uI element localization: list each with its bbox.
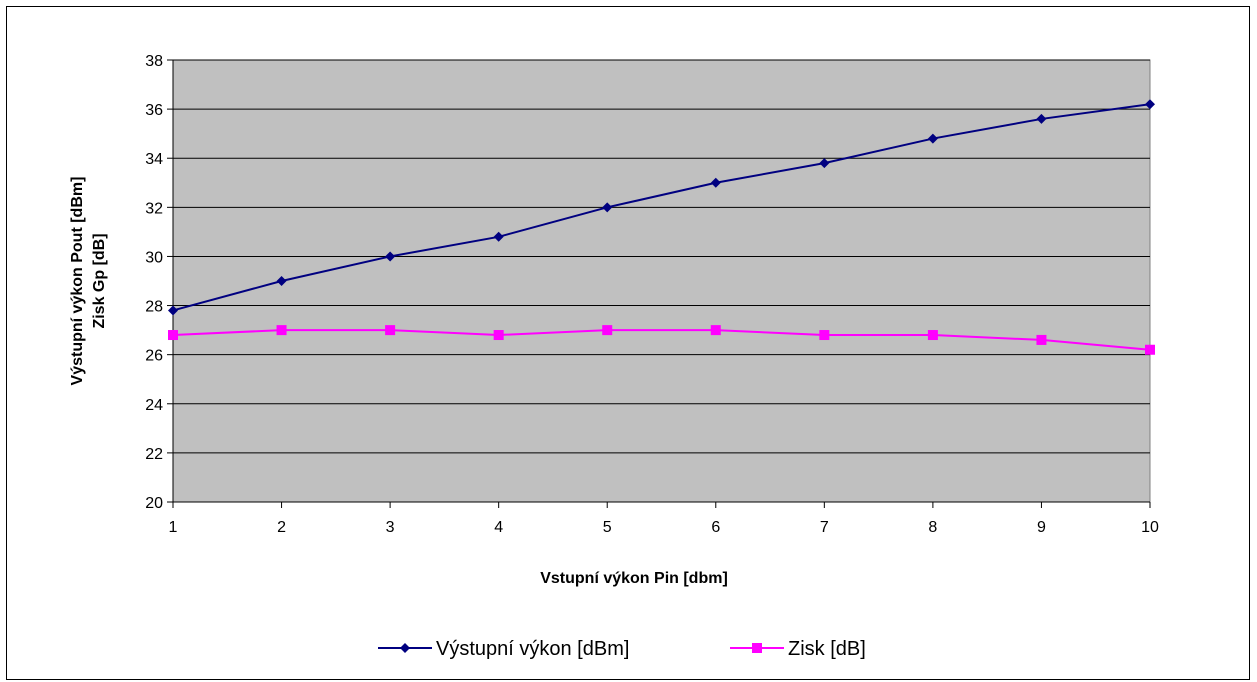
data-point-square — [1145, 344, 1155, 355]
legend-item-gain: Zisk [dB] — [730, 638, 866, 660]
x-tick-label: 7 — [820, 519, 829, 536]
data-point-diamond — [710, 177, 721, 188]
data-point-diamond — [385, 251, 396, 262]
y-tick-label: 28 — [145, 299, 163, 316]
data-point-diamond — [1145, 99, 1155, 110]
data-point-diamond — [1036, 113, 1047, 124]
y-tick-label: 34 — [145, 151, 163, 168]
data-point-square — [168, 330, 178, 341]
data-point-diamond — [276, 276, 287, 286]
x-tick-label: 3 — [386, 519, 395, 536]
data-point-square — [927, 330, 938, 341]
y-axis-title-line-1: Výstupní výkon Pout [dBm] — [69, 177, 86, 386]
series-line-2 — [172, 329, 1151, 351]
legend-item-output-power: Výstupní výkon [dBm] — [378, 638, 629, 660]
series-layer — [168, 99, 1155, 355]
x-tick-label: 9 — [1037, 519, 1046, 536]
y-tick-label: 20 — [145, 495, 163, 512]
data-point-square — [1036, 334, 1047, 345]
axes — [172, 60, 1150, 503]
data-point-square — [385, 325, 396, 336]
y-tick-label: 26 — [145, 348, 163, 365]
series-line-1 — [172, 103, 1151, 312]
legend-label-output-power: Výstupní výkon [dBm] — [436, 638, 629, 660]
data-point-square — [710, 325, 721, 336]
legend-marker-square — [752, 643, 762, 653]
data-point-square — [819, 330, 830, 341]
x-tick-label: 2 — [277, 519, 286, 536]
legend-marker-diamond — [400, 643, 410, 653]
y-tick-label: 30 — [145, 249, 163, 266]
legend: Výstupní výkon [dBm] Zisk [dB] — [378, 638, 866, 660]
x-tick-label: 6 — [711, 519, 720, 536]
plot-area — [172, 59, 1151, 503]
y-tick-label: 32 — [145, 200, 163, 217]
x-tick-label: 10 — [1141, 519, 1159, 536]
x-axis-ticks: 1 2 3 4 5 6 7 8 9 10 — [169, 502, 1159, 536]
y-axis-title-line-2: Zisk Gp [dB] — [91, 233, 108, 328]
data-point-diamond — [819, 158, 830, 169]
data-point-square — [602, 325, 613, 336]
grid-lines — [173, 59, 1150, 454]
data-point-square — [276, 325, 287, 336]
x-tick-label: 8 — [928, 519, 937, 536]
y-tick-label: 22 — [145, 446, 163, 463]
data-point-diamond — [927, 133, 938, 144]
legend-label-gain: Zisk [dB] — [788, 638, 866, 660]
y-tick-label: 36 — [145, 102, 163, 119]
data-point-diamond — [168, 305, 178, 316]
data-point-diamond — [602, 202, 613, 213]
data-point-diamond — [493, 231, 504, 242]
x-tick-label: 4 — [494, 519, 503, 536]
x-axis-title: Vstupní výkon Pin [dbm] — [540, 570, 728, 587]
y-tick-label: 24 — [145, 397, 163, 414]
y-tick-label: 38 — [145, 53, 163, 70]
x-tick-label: 1 — [169, 519, 178, 536]
y-axis-ticks: 20 22 24 26 28 30 32 34 36 38 — [145, 53, 173, 512]
x-tick-label: 5 — [603, 519, 612, 536]
data-point-square — [493, 330, 504, 341]
